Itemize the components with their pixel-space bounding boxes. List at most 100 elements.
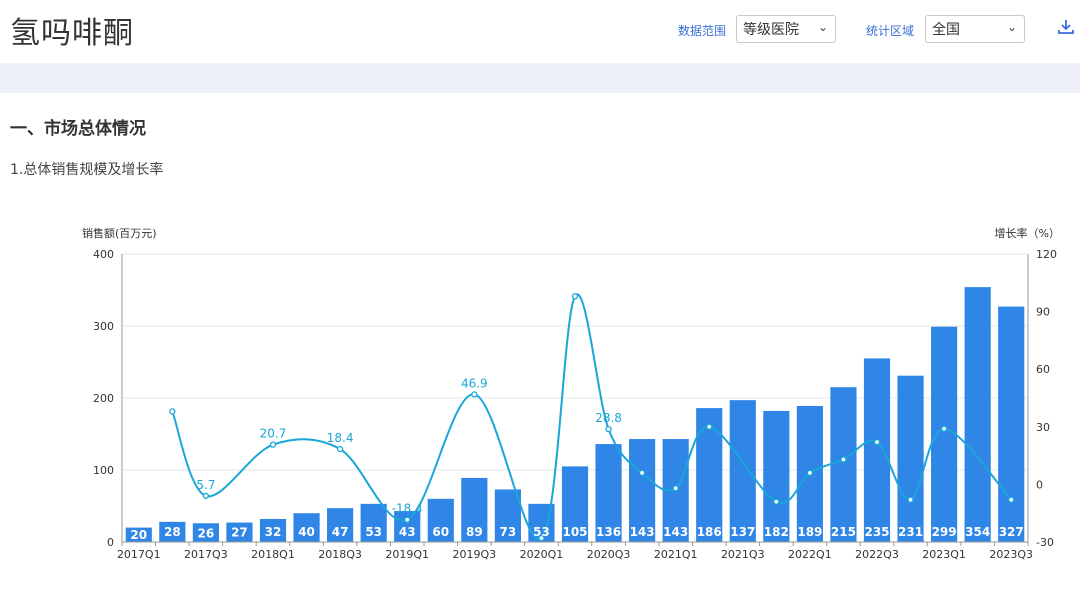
growth-rate-point [773, 498, 780, 505]
bar [394, 511, 421, 542]
bar [461, 477, 488, 542]
x-tick-label: 2020Q1 [520, 548, 564, 561]
bar [897, 375, 924, 542]
growth-rate-point [940, 425, 948, 432]
growth-rate-point [638, 469, 646, 477]
bar [763, 410, 790, 542]
region-label: 统计区域 [866, 24, 915, 38]
bar-value-label: 43 [399, 525, 416, 539]
bar-value-label: 327 [999, 525, 1024, 539]
bar [729, 400, 756, 542]
region-value: 全国 [932, 22, 960, 38]
bar [595, 444, 622, 542]
y-right-tick-label: 0 [1036, 478, 1043, 491]
bar [293, 513, 320, 542]
growth-rate-label: 20.7 [260, 427, 287, 441]
bar-value-label: 143 [663, 525, 688, 539]
bar-value-label: 32 [265, 525, 282, 539]
growth-rate-point [404, 516, 411, 523]
x-tick-label: 2018Q1 [251, 548, 295, 561]
growth-rate-point [1008, 496, 1015, 503]
bar-value-label: 143 [630, 525, 655, 539]
y-right-tick-label: -30 [1036, 536, 1054, 549]
bar [528, 503, 555, 542]
bar-value-label: 136 [596, 525, 621, 539]
y-left-tick-label: 200 [93, 392, 114, 405]
bar [863, 358, 891, 542]
bar-value-label: 137 [730, 525, 755, 539]
bar-value-label: 27 [231, 526, 248, 540]
growth-rate-point [706, 423, 713, 430]
bar [696, 408, 723, 542]
bar-value-label: 53 [365, 525, 382, 539]
bar-value-label: 20 [130, 528, 147, 542]
bar [125, 527, 152, 542]
bar [796, 405, 823, 542]
data-range-value: 等级医院 [743, 22, 799, 38]
bar [327, 508, 354, 542]
x-tick-label: 2017Q3 [184, 548, 228, 561]
data-range-select[interactable]: 等级医院 ⌄ [736, 15, 836, 43]
bar [629, 439, 656, 542]
bar-value-label: 26 [198, 526, 215, 540]
bar-value-label: 215 [831, 525, 856, 539]
y-axis-left-label: 销售额(百万元) [82, 226, 157, 240]
y-left-tick-label: 300 [93, 320, 114, 333]
bar [494, 489, 521, 542]
growth-rate-point [873, 439, 881, 446]
bar-value-label: 231 [898, 525, 923, 539]
growth-rate-point [571, 293, 579, 300]
chevron-down-icon: ⌄ [1006, 20, 1017, 34]
x-tick-label: 2022Q1 [788, 548, 832, 561]
x-tick-label: 2020Q3 [587, 548, 631, 561]
bar-value-label: 182 [764, 525, 789, 539]
bar [561, 466, 589, 542]
bar-value-label: 105 [562, 525, 587, 539]
bar [662, 439, 689, 542]
growth-rate-point [907, 496, 914, 503]
bar-value-label: 354 [965, 525, 990, 539]
download-button[interactable] [1057, 18, 1075, 40]
bar [830, 387, 857, 542]
y-right-tick-label: 30 [1036, 421, 1050, 434]
region-select[interactable]: 全国 ⌄ [925, 15, 1025, 43]
bar-value-label: 53 [533, 525, 550, 539]
chevron-down-icon: ⌄ [817, 20, 828, 34]
bar [360, 503, 387, 542]
bar [226, 522, 253, 542]
bar-value-label: 189 [797, 525, 822, 539]
bar-value-label: 89 [466, 525, 483, 539]
bar [192, 523, 219, 542]
growth-rate-label: 18.4 [327, 431, 354, 445]
x-tick-label: 2023Q3 [989, 548, 1033, 561]
bar-value-label: 186 [697, 525, 722, 539]
bar [427, 498, 454, 542]
growth-rate-point [840, 456, 847, 463]
growth-rate-point [471, 391, 478, 398]
y-right-tick-label: 90 [1036, 306, 1050, 319]
bar-value-label: 299 [932, 525, 957, 539]
y-left-tick-label: 100 [93, 464, 114, 477]
bar-value-label: 235 [864, 525, 889, 539]
bar-value-label: 28 [164, 525, 181, 539]
x-tick-label: 2019Q1 [385, 548, 429, 561]
bar [159, 521, 186, 542]
y-left-tick-label: 400 [93, 248, 114, 261]
growth-rate-point [336, 445, 344, 453]
growth-rate-point [169, 408, 176, 415]
growth-rate-label: 5.7 [196, 478, 215, 492]
growth-rate-point [269, 441, 277, 448]
bar-value-label: 40 [298, 525, 315, 539]
growth-rate-point [806, 469, 814, 477]
bar-value-label: 47 [332, 525, 349, 539]
y-right-tick-label: 120 [1036, 248, 1057, 261]
x-tick-label: 2018Q3 [318, 548, 362, 561]
filter-divider-band [0, 63, 1080, 93]
bar [931, 326, 958, 542]
y-left-tick-label: 0 [107, 536, 114, 549]
section-title: 一、市场总体情况 [10, 119, 146, 139]
growth-rate-point [202, 492, 210, 500]
bar-value-label: 60 [432, 525, 449, 539]
bar [964, 287, 991, 542]
growth-rate-label: -18.4 [392, 502, 423, 516]
